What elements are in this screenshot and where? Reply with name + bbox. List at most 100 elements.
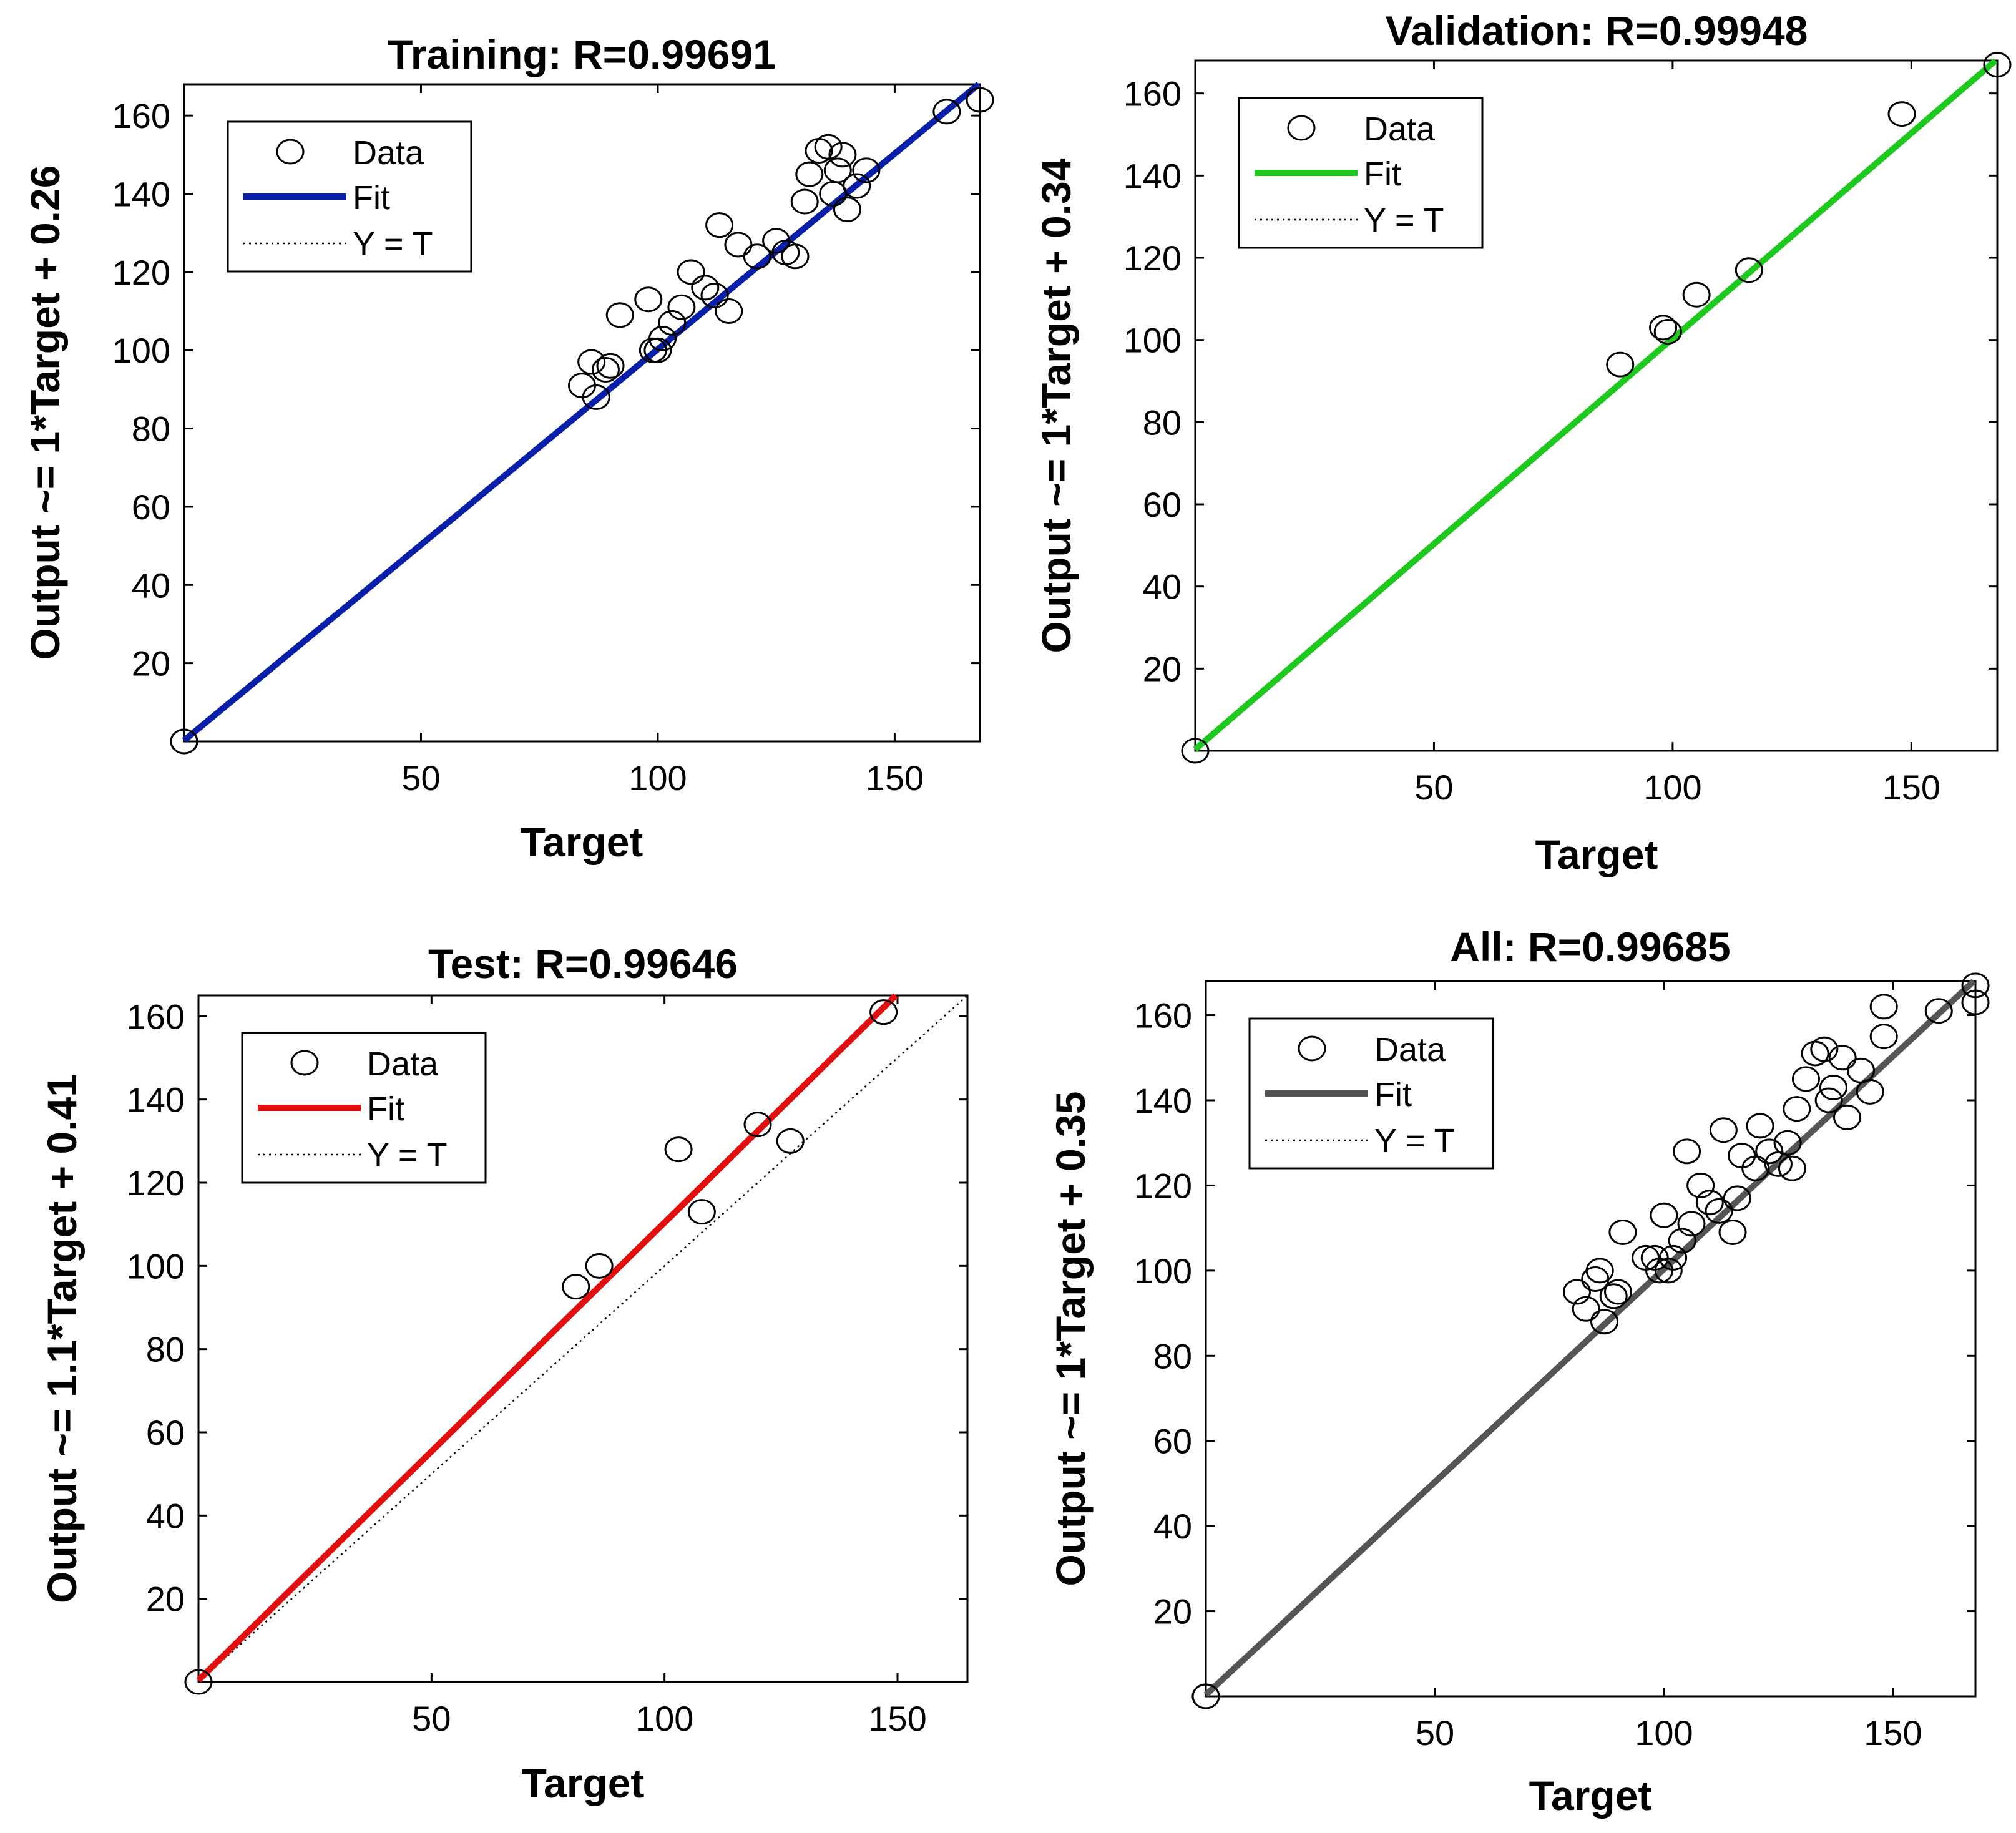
- all-legend-fit-label: Fit: [1374, 1076, 1412, 1113]
- all-data-point: [1590, 1309, 1619, 1335]
- training-y-tick-label: 100: [112, 331, 170, 370]
- training-x-tick-label: 50: [401, 758, 440, 798]
- test-x-axis-label: Target: [522, 1760, 645, 1806]
- validation-data-point: [1983, 52, 2012, 78]
- training-legend-data-label: Data: [353, 134, 424, 172]
- training-data-point: [677, 259, 705, 285]
- all-data-point: [1654, 1258, 1683, 1284]
- validation-legend-identity-label: Y = T: [1364, 202, 1444, 239]
- training-y-axis-label: Output ~= 1*Target + 0.26: [22, 165, 68, 660]
- training-data-point: [932, 99, 961, 125]
- validation-x-axis-label: Target: [1535, 831, 1658, 877]
- validation-x-tick-label: 100: [1643, 768, 1701, 807]
- all-data-point: [1833, 1104, 1861, 1130]
- all-data-point: [1705, 1198, 1733, 1224]
- training-y-tick-label: 40: [132, 565, 170, 605]
- all-data-point: [1650, 1202, 1678, 1228]
- all-y-tick-label: 80: [1153, 1336, 1192, 1376]
- test-y-axis-label: Output ~= 1.1*Target + 0.41: [39, 1074, 85, 1603]
- test-legend-fit-label: Fit: [367, 1090, 404, 1128]
- training-data-point: [170, 728, 198, 755]
- training-data-point: [743, 243, 771, 270]
- all-data-point: [1869, 994, 1898, 1020]
- all-y-axis-label: Output ~= 1*Target + 0.35: [1047, 1092, 1094, 1586]
- test-fit-line: [196, 993, 898, 1683]
- all-data-point: [1608, 1219, 1637, 1245]
- test-y-tick-label: 140: [127, 1080, 185, 1120]
- test-title: Test: R=0.99646: [428, 941, 738, 987]
- test-x-tick-label: 50: [412, 1699, 451, 1738]
- validation-y-tick-label: 100: [1123, 321, 1182, 360]
- test-legend-data-marker: [290, 1050, 319, 1076]
- all-x-tick-label: 150: [1864, 1713, 1922, 1752]
- training-data-point: [828, 142, 857, 168]
- all-data-point: [1741, 1155, 1770, 1181]
- validation-y-tick-label: 140: [1123, 156, 1182, 195]
- all-data-point: [1686, 1172, 1715, 1198]
- test-y-tick-label: 20: [146, 1580, 185, 1619]
- all-data-point: [1695, 1190, 1724, 1216]
- training-data-point: [781, 243, 810, 270]
- all-data-point: [1773, 1130, 1802, 1156]
- all-data-point: [1819, 1075, 1847, 1101]
- validation-legend-data-label: Data: [1364, 110, 1436, 148]
- validation-data-point: [1649, 315, 1678, 341]
- test-y-tick-label: 160: [127, 997, 185, 1036]
- training-data-point: [790, 188, 819, 215]
- validation-data-point: [1887, 101, 1916, 127]
- all-panel: All: R=0.99685 Target Output ~= 1*Target…: [1047, 924, 1990, 1819]
- training-data-point: [724, 232, 753, 258]
- training-panel: Training: R=0.99691 Target Output ~= 1*T…: [22, 31, 994, 865]
- training-data-point: [795, 161, 824, 187]
- all-data-point: [1599, 1283, 1628, 1309]
- all-data-point: [1924, 998, 1953, 1024]
- training-legend-fit-label: Fit: [353, 179, 390, 217]
- training-data-point: [577, 349, 606, 375]
- training-x-tick-label: 150: [866, 758, 924, 798]
- training-data-point: [596, 353, 625, 379]
- training-data-point: [591, 357, 620, 383]
- all-data-point: [1677, 1211, 1706, 1237]
- training-data-point: [833, 197, 861, 223]
- validation-panel: Validation: R=0.99948 Target Output ~= 1…: [1033, 7, 2012, 877]
- test-data-point: [743, 1112, 772, 1138]
- test-data-point: [585, 1253, 614, 1279]
- validation-y-tick-label: 60: [1143, 485, 1182, 524]
- training-x-axis-label: Target: [521, 819, 643, 865]
- training-x-tick-label: 100: [629, 758, 687, 798]
- test-data-point: [687, 1199, 716, 1225]
- all-data-point: [1856, 1078, 1884, 1105]
- all-y-tick-label: 20: [1153, 1592, 1192, 1631]
- all-data-point: [1961, 989, 1990, 1015]
- all-legend-data-marker: [1298, 1035, 1326, 1062]
- all-y-tick-label: 160: [1134, 996, 1192, 1035]
- test-y-tick-label: 60: [146, 1413, 185, 1452]
- test-panel: Test: R=0.99646 Target Output ~= 1.1*Tar…: [39, 941, 969, 1806]
- validation-data-point: [1653, 319, 1682, 345]
- validation-x-tick-label: 150: [1882, 768, 1940, 807]
- all-data-point: [1755, 1138, 1784, 1165]
- validation-y-tick-label: 40: [1143, 567, 1182, 607]
- all-data-point: [1718, 1219, 1747, 1245]
- all-fit-line: [1203, 979, 1976, 1698]
- all-data-point: [1585, 1258, 1614, 1284]
- all-data-point: [1191, 1683, 1220, 1709]
- training-data-point: [966, 87, 994, 113]
- training-data-point: [582, 384, 610, 410]
- validation-legend-fit-label: Fit: [1364, 155, 1401, 193]
- test-y-tick-label: 80: [146, 1330, 185, 1369]
- training-data-point: [705, 212, 734, 238]
- all-x-axis-label: Target: [1529, 1772, 1652, 1819]
- training-data-point: [605, 302, 634, 328]
- validation-y-tick-label: 120: [1123, 238, 1182, 278]
- training-y-tick-label: 140: [112, 175, 170, 214]
- training-legend-data-marker: [276, 139, 305, 165]
- training-data-point: [634, 286, 663, 313]
- training-data-point: [814, 134, 843, 160]
- all-legend-data-label: Data: [1374, 1031, 1446, 1068]
- all-x-tick-label: 50: [1416, 1713, 1454, 1752]
- test-y-tick-label: 100: [127, 1246, 185, 1286]
- all-y-tick-label: 40: [1153, 1507, 1192, 1546]
- all-data-point: [1778, 1155, 1806, 1181]
- validation-title: Validation: R=0.99948: [1386, 7, 1808, 54]
